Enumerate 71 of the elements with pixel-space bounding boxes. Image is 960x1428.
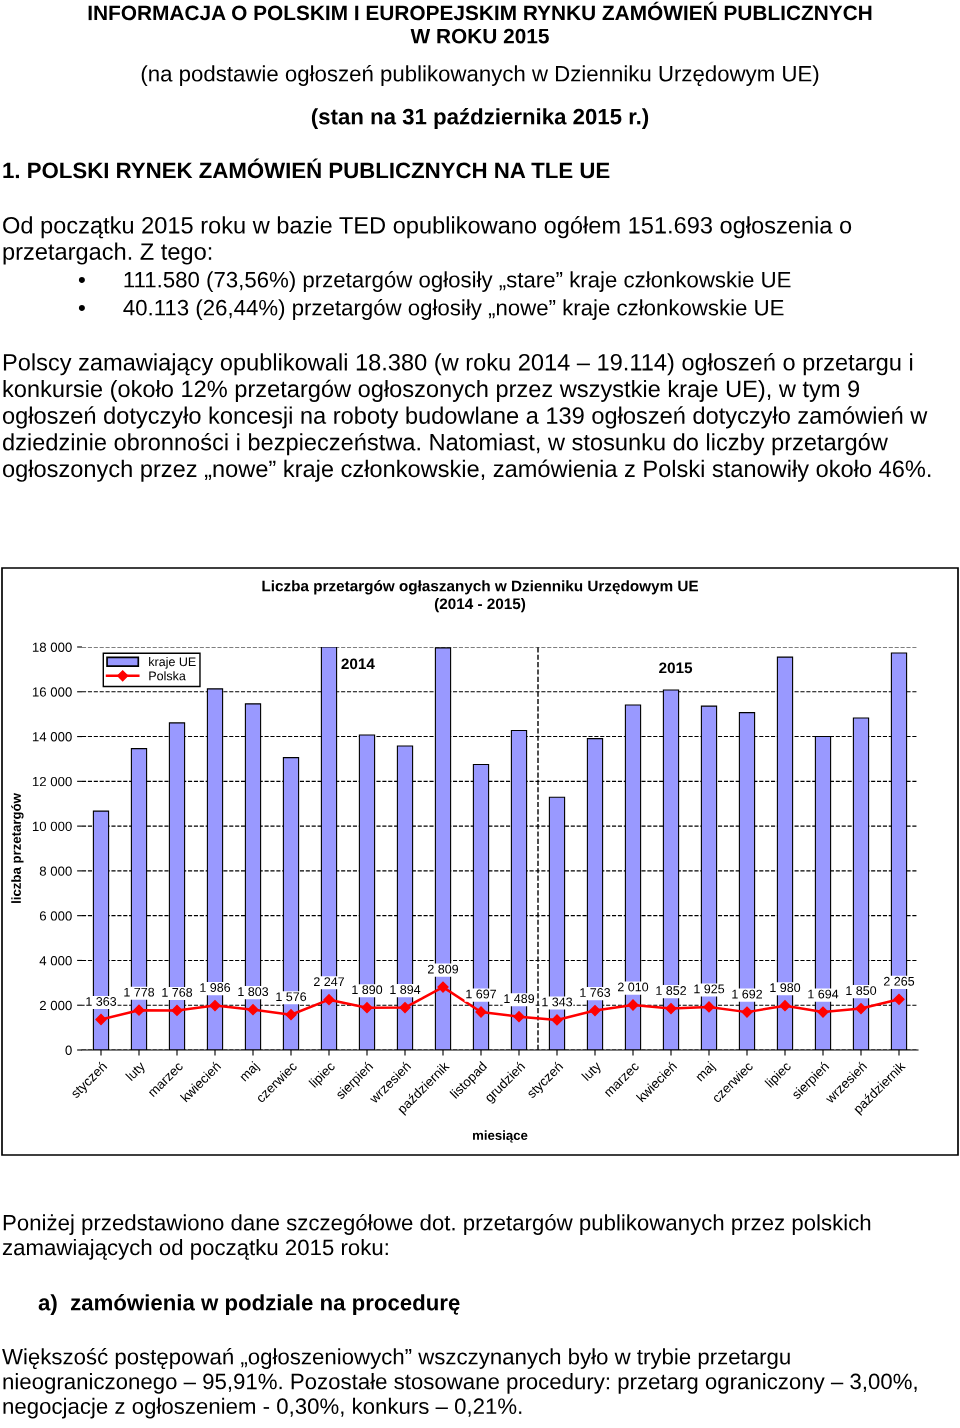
text: • 111.580 (73,56%) przetargów ogłosiły „stare” kraje członkowskie UE (78, 271, 791, 292)
text: INFORMACJA O POLSKIM I EUROPEJSKIM RYNKU ZAMÓWIEŃ PUBLICZNYCH W ROKU 2015 (88, 1, 872, 44)
point (285, 1009, 297, 1021)
point (893, 993, 905, 1005)
point (209, 999, 221, 1012)
text: (na podstawie ogłoszeń publikowanych w Dzienniku Urzędowym UE) (141, 65, 819, 86)
y-tick-label: 12 000 (32, 776, 72, 787)
point (703, 1001, 715, 1013)
data-label: 2 247 (313, 977, 345, 986)
x-tick-label: luty (125, 1060, 148, 1083)
legend-label: Polska (149, 671, 186, 681)
y-tick-label: 6 000 (39, 911, 72, 921)
y-axis-title: liczba przetargów (11, 793, 24, 903)
y-tick-label: 14 000 (32, 732, 72, 742)
text: 1. POLSKI RYNEK ZAMÓWIEŃ PUBLICZNYCH NA TLE UE (3, 158, 610, 179)
y-tick-label: 18 000 (32, 642, 72, 652)
data-label: 1 980 (770, 983, 801, 993)
point (437, 981, 449, 993)
text: a) zamówienia w podziale na procedurę (38, 1294, 460, 1315)
text: (stan na 31 października 2015 r.) (311, 108, 649, 129)
data-label: 1 925 (694, 984, 725, 994)
text: Polscy zamawiający opublikowali 18.380 (w roku 2014 – 19.114) ogłoszeń o przetargu i konkursie (około 12% przetargów ogłoszonych przez wszystkie kraje UE), w tym 9 ogłoszeń dotyczyło koncesji na roboty budowlane a 139 ogłoszeń dotyczyło zamówień w dziedzinie obronności i bezpieczeństwa. Natomiast, w stosunku do liczby przetargów ogłoszonych przez „nowe” kraje członkowskie, zamówienia z Polski stanowiły około 46%. (2, 353, 931, 482)
data-label: 1 850 (846, 986, 877, 995)
point (589, 1004, 601, 1017)
point (855, 1002, 867, 1015)
point (247, 1004, 259, 1016)
point (323, 994, 335, 1006)
legend-label: kraje UE (149, 657, 196, 669)
y-tick-label: 0 (65, 1045, 72, 1055)
point (513, 1011, 525, 1023)
y-tick-label: 16 000 (32, 687, 72, 697)
chart-title: Liczba przetargów ogłaszanych w Dzienniku Urzędowym UE (262, 580, 699, 595)
point (399, 1001, 411, 1014)
point (95, 1013, 107, 1026)
y-tick-label: 10 000 (32, 821, 72, 832)
y-tick-label: 2 000 (39, 1000, 72, 1011)
x-tick-label: luty (581, 1060, 604, 1083)
data-label: 1 778 (124, 987, 155, 997)
y-tick-label: 4 000 (39, 956, 72, 966)
annotation: 2014 (341, 658, 375, 670)
point (133, 1004, 145, 1016)
text: • 40.113 (26,44%) przetargów ogłosiły „nowe” kraje członkowskie UE (78, 299, 784, 320)
data-label: 1 852 (656, 986, 687, 995)
point (779, 1000, 791, 1012)
data-label: 1 694 (808, 989, 839, 999)
data-label: 2 265 (883, 976, 915, 986)
data-label: 1 697 (466, 989, 497, 999)
data-label: 1 890 (352, 985, 383, 995)
data-label: 1 768 (162, 987, 193, 997)
point (741, 1006, 753, 1018)
data-label: 1 343 (542, 997, 573, 1007)
data-label: 1 763 (580, 988, 611, 997)
data-label: 1 576 (276, 992, 307, 1002)
annotation: 2015 (659, 662, 693, 674)
data-label: 2 010 (617, 982, 649, 992)
data-label: 1 803 (238, 987, 269, 997)
text: Od początku 2015 roku w bazie TED opublikowano ogółem 151.693 ogłoszenia o przetargach. Z tego: (3, 216, 852, 265)
point (361, 1002, 373, 1014)
x-axis-title: miesiące (472, 1130, 528, 1143)
data-label: 1 489 (504, 994, 535, 1004)
text: Poniżej przedstawiono dane szczegółowe dot. przetargów publikowanych przez polskich zamawiających od początku 2015 roku: (2, 1214, 871, 1260)
data-label: 1 986 (200, 983, 231, 992)
data-label: 1 363 (86, 997, 117, 1006)
data-label: 1 894 (390, 985, 421, 995)
y-tick-label: 8 000 (39, 866, 72, 876)
point (171, 1004, 183, 1017)
chart-subtitle: (2014 - 2015) (434, 598, 526, 613)
text: Większość postępowań „ogłoszeniowych” wszczynanych było w trybie przetargu nieograniczonego – 95,91%. Pozostałe stosowane procedury: przetarg ograniczony – 3,00%, negocjacje z ogłoszeniem - 0,30%, konkurs – 0,21%. (2, 1348, 917, 1419)
data-label: 1 692 (732, 989, 763, 999)
data-label: 2 809 (427, 964, 459, 974)
point (665, 1002, 677, 1015)
